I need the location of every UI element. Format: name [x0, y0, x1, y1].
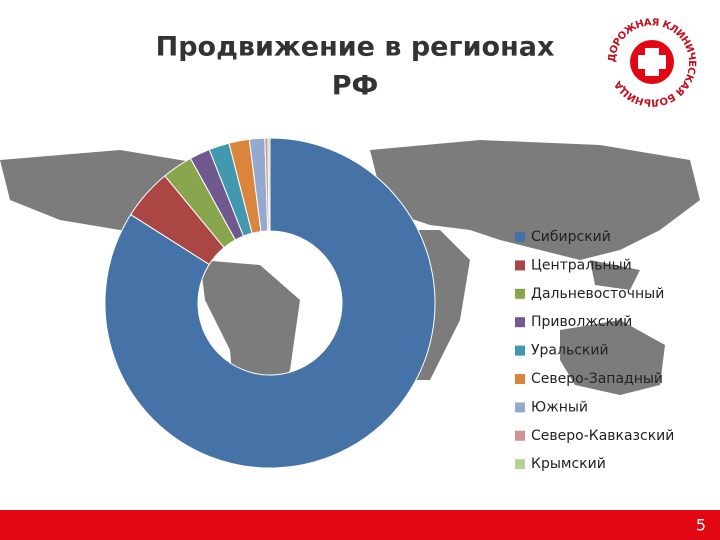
legend-label: Южный: [531, 399, 588, 415]
page-number: 5: [696, 516, 706, 535]
logo: ДОРОЖНАЯ КЛИНИЧЕСКАЯ БОЛЬНИЦА: [607, 17, 697, 107]
legend-label: Северо-Кавказский: [531, 428, 674, 444]
chart-title-line: Продвижение в регионах: [156, 32, 555, 63]
legend-swatch: [515, 459, 525, 470]
legend-label: Уральский: [531, 343, 609, 359]
donut-segment: [267, 137, 271, 232]
legend-swatch: [515, 402, 525, 413]
legend-label: Северо-Западный: [531, 371, 663, 387]
donut-segment: [104, 137, 436, 469]
legend-label: Крымский: [531, 456, 606, 472]
legend-swatch: [515, 288, 525, 299]
legend: Сибирский Центральный Дальневосточный Приво…: [515, 229, 674, 472]
legend-swatch: [515, 374, 525, 384]
legend-swatch: [515, 260, 525, 271]
legend-label: Дальневосточный: [531, 286, 664, 302]
legend-swatch: [515, 317, 525, 328]
chart-title-line: РФ: [332, 71, 379, 102]
donut: [104, 137, 436, 469]
legend-label: Сибирский: [531, 229, 611, 245]
footer-bar: [0, 510, 720, 540]
legend-swatch: [515, 345, 525, 356]
legend-swatch: [515, 430, 525, 441]
legend-label: Центральный: [531, 257, 632, 273]
legend-label: Приволжский: [531, 314, 632, 330]
legend-swatch: [515, 232, 525, 242]
